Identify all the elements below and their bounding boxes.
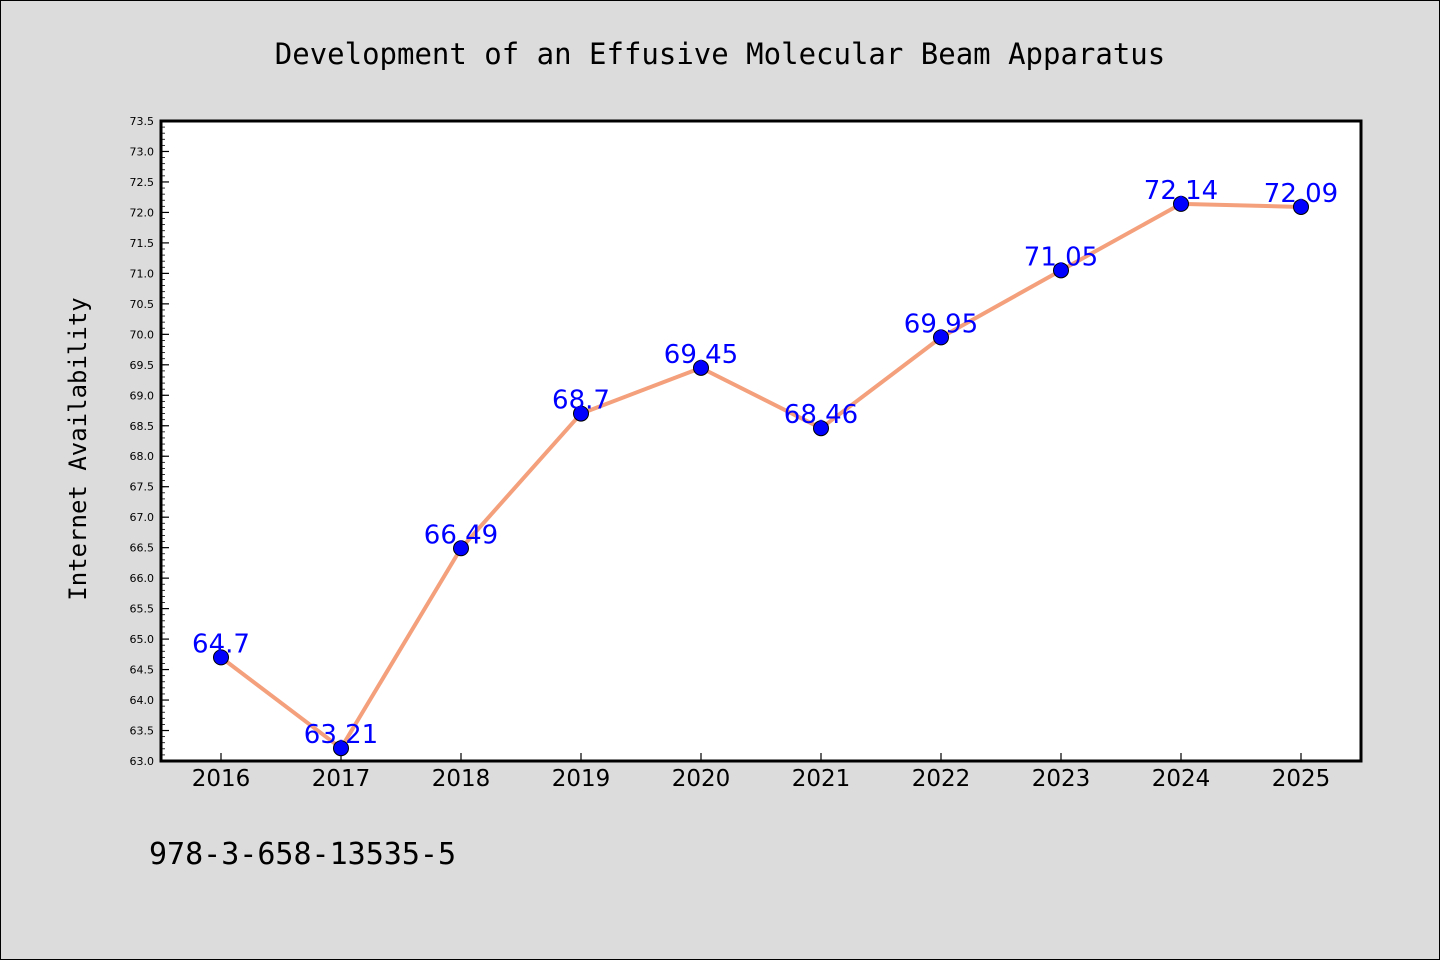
x-tick-label: 2022 [912,766,971,792]
data-point-marker [213,649,229,666]
data-point-marker [1293,198,1309,215]
data-label: 72.14 [1144,176,1218,206]
y-tick-label: 71.5 [130,237,155,250]
y-tick-label: 63.5 [130,725,155,738]
plot-area [161,121,1361,761]
x-tick-label: 2017 [312,766,371,792]
y-tick-label: 68.5 [130,420,155,433]
y-tick-label: 70.0 [130,328,155,341]
data-label: 68.7 [552,386,610,416]
plot-frame [159,119,1363,763]
y-tick-label: 71.0 [130,267,155,280]
chart-title: Development of an Effusive Molecular Bea… [275,37,1165,71]
x-tick-label: 2025 [1272,766,1331,792]
y-tick-label: 67.0 [130,511,155,524]
data-label: 72.09 [1264,179,1338,209]
y-tick-label: 72.0 [130,206,155,219]
y-tick-label: 68.0 [130,450,155,463]
y-tick-label: 70.5 [130,298,155,311]
y-tick-label: 66.0 [130,572,155,585]
series-line [219,201,1303,751]
x-tick-label: 2019 [552,766,611,792]
data-point-marker [933,329,949,346]
x-tick-label: 2024 [1152,766,1211,792]
x-tick-label: 2020 [672,766,731,792]
y-tick-label: 64.5 [130,664,155,677]
y-tick-label: 65.0 [130,633,155,646]
y-tick-label: 65.5 [130,603,155,616]
data-point-marker [813,420,829,437]
data-point-marker [1173,195,1189,212]
y-tick-label: 64.0 [130,694,155,707]
data-point-marker [573,405,589,422]
y-tick-label: 67.5 [130,481,155,494]
data-label: 71.05 [1024,242,1098,272]
y-tick-label: 69.0 [130,389,155,402]
data-point-marker [333,740,349,757]
y-axis-label: Internet Availability [64,297,92,600]
y-tick-label: 66.5 [130,542,155,555]
data-label: 68.46 [784,400,858,430]
y-tick-label: 73.0 [130,145,155,158]
x-tick-label: 2023 [1032,766,1091,792]
data-label: 64.7 [192,629,250,659]
y-tick-label: 73.5 [130,115,155,128]
x-tick-label: 2016 [192,766,251,792]
data-point-marker [1053,262,1069,279]
x-tick-label: 2021 [792,766,851,792]
y-tick-label: 72.5 [130,176,155,189]
data-label: 69.45 [664,340,738,370]
series-layer: 64.7 63.21 66.49 68.7 69.45 68.46 69.95 71.05 72… [192,176,1338,757]
y-tick-label: 63.0 [130,755,155,768]
x-tick-label: 2018 [432,766,491,792]
data-point-marker [453,540,469,557]
y-tick-label: 69.5 [130,359,155,372]
data-label: 69.95 [904,309,978,339]
x-axis: 2016 2017 2018 2019 2020 2021 2022 2023 2024 2025 [192,753,1331,792]
data-label: 66.49 [424,520,498,550]
data-point-marker [693,359,709,376]
footer-isbn-text: 978-3-658-13535-5 [149,837,456,872]
data-label: 63.21 [304,720,378,750]
